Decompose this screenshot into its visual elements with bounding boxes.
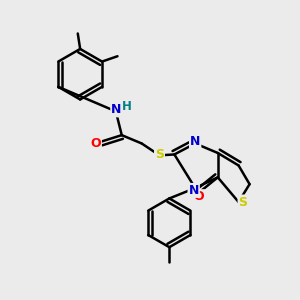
Text: N: N [188,184,199,197]
Text: H: H [122,100,132,112]
Text: O: O [90,137,101,150]
Text: O: O [194,190,204,203]
Text: S: S [238,196,247,208]
Text: N: N [190,135,200,148]
Text: N: N [111,103,122,116]
Text: S: S [155,148,164,161]
